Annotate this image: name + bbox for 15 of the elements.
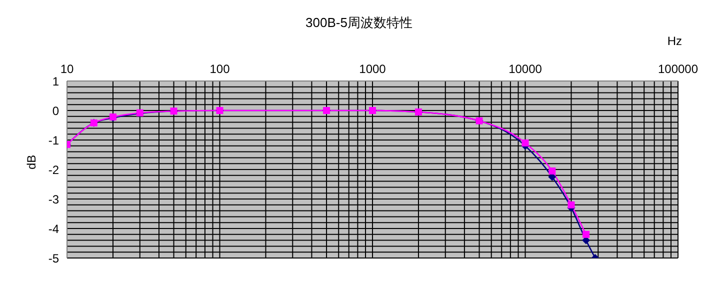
x-tick-label: 10 [60, 62, 74, 76]
y-tick-label: -3 [48, 192, 60, 206]
chart-title: 300B-5周波数特性 [304, 14, 414, 32]
x-axis-title: Hz [667, 34, 682, 48]
y-axis-title: dB [24, 154, 38, 170]
y-tick-label: -4 [48, 222, 60, 236]
x-tick-label: 100 [210, 62, 230, 76]
y-tick-label: 1 [52, 74, 60, 88]
x-tick-label: 1000 [359, 62, 386, 76]
y-tick-label: -5 [48, 251, 60, 266]
x-tick-label: 100000 [658, 62, 698, 76]
y-tick-label: -1 [48, 133, 60, 148]
y-tick-label: -2 [48, 162, 60, 177]
y-tick-label: 0 [52, 104, 60, 118]
x-tick-label: 10000 [508, 62, 542, 76]
